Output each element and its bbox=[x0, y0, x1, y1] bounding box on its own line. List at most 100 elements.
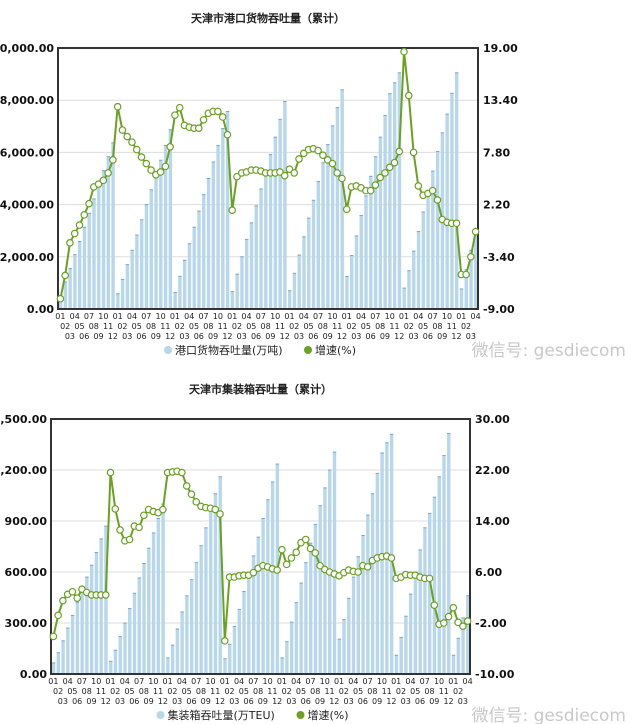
bar bbox=[208, 510, 213, 674]
growth-point bbox=[287, 554, 296, 562]
x-tick-label: 05 bbox=[132, 322, 142, 331]
cargo-throughput-chart: 天津市港口货物吞吐量（累计） 0.00 12,000.00 24,000.00 36,0… bbox=[0, 11, 626, 361]
x-tick-label: 10 bbox=[434, 677, 444, 686]
bar bbox=[144, 204, 149, 309]
growth-point bbox=[182, 482, 191, 490]
x-tick-label: 06 bbox=[72, 697, 82, 706]
growth-point bbox=[385, 163, 394, 172]
x-tick-label: 01 bbox=[48, 677, 58, 686]
growth-point bbox=[223, 130, 232, 139]
bar bbox=[51, 662, 56, 674]
bar bbox=[189, 579, 194, 674]
growth-point bbox=[282, 560, 291, 569]
x-tick-label: 07 bbox=[313, 312, 323, 321]
bar bbox=[173, 292, 177, 309]
plot-frame bbox=[57, 47, 479, 310]
bar bbox=[56, 652, 61, 674]
bar bbox=[428, 513, 432, 674]
bar bbox=[297, 255, 301, 309]
x-tick-label: 03 bbox=[401, 697, 411, 706]
left-axis-tick: 36,000.00 bbox=[0, 146, 54, 159]
bar bbox=[94, 552, 99, 674]
x-tick-label: 05 bbox=[303, 322, 313, 331]
x-tick-label: 11 bbox=[275, 322, 285, 331]
x-tick-label: 06 bbox=[244, 697, 254, 706]
bar bbox=[135, 235, 139, 309]
bar bbox=[202, 194, 206, 309]
x-tick-label: 11 bbox=[218, 322, 228, 331]
growth-point bbox=[463, 617, 472, 625]
bar bbox=[454, 72, 459, 309]
bar bbox=[151, 532, 156, 674]
x-tick-label: 12 bbox=[272, 697, 282, 706]
x-tick-label: 06 bbox=[129, 697, 139, 706]
x-tick-label: 04 bbox=[471, 312, 481, 321]
growth-point bbox=[292, 548, 301, 557]
growth-point bbox=[276, 168, 284, 176]
bar bbox=[450, 93, 454, 310]
right-axis-tick: 13.40 bbox=[483, 94, 518, 107]
x-tick-label: 10 bbox=[213, 312, 223, 321]
bar bbox=[66, 628, 70, 674]
bar bbox=[375, 473, 380, 674]
x-tick-label: 08 bbox=[139, 687, 149, 696]
x-tick-label: 03 bbox=[294, 332, 304, 341]
growth-point bbox=[175, 103, 184, 112]
x-tick-label: 08 bbox=[318, 322, 328, 331]
growth-point bbox=[56, 294, 65, 303]
bar bbox=[311, 200, 316, 309]
x-tick-label: 02 bbox=[346, 322, 356, 331]
growth-point bbox=[249, 568, 258, 577]
x-tick-label: 04 bbox=[120, 677, 130, 686]
bar bbox=[251, 555, 256, 674]
bar bbox=[407, 270, 411, 309]
x-tick-label: 06 bbox=[423, 332, 433, 341]
x-tick-label: 02 bbox=[339, 687, 349, 696]
x-tick-label: 07 bbox=[198, 312, 208, 321]
bar bbox=[180, 611, 184, 674]
x-tick-label: 02 bbox=[167, 687, 177, 696]
growth-point bbox=[75, 221, 84, 229]
x-tick-label: 02 bbox=[117, 322, 127, 331]
bar bbox=[268, 154, 273, 309]
x-tick-label: 01 bbox=[284, 312, 294, 321]
bar bbox=[82, 227, 87, 309]
x-tick-label: 02 bbox=[453, 687, 463, 696]
bar bbox=[392, 82, 397, 309]
x-tick-label: 10 bbox=[148, 677, 158, 686]
bar bbox=[351, 577, 356, 674]
x-tick-label: 03 bbox=[237, 332, 247, 341]
x-tick-label: 01 bbox=[277, 677, 287, 686]
x-tick-label: 01 bbox=[163, 677, 173, 686]
x-tick-label: 10 bbox=[377, 677, 387, 686]
x-tick-label: 10 bbox=[91, 677, 101, 686]
bar bbox=[359, 215, 363, 309]
bar bbox=[256, 537, 261, 674]
bar bbox=[354, 235, 359, 309]
left-axis-tick: 0.00 bbox=[20, 668, 47, 681]
growth-point bbox=[118, 126, 127, 134]
bar bbox=[92, 198, 96, 309]
growth-point bbox=[85, 199, 93, 208]
x-tick-label: 09 bbox=[86, 697, 96, 706]
bar bbox=[70, 615, 75, 674]
right-axis-tick: 19.00 bbox=[483, 42, 518, 55]
bar bbox=[412, 251, 416, 309]
x-tick-label: 08 bbox=[253, 687, 263, 696]
legend-line-swatch bbox=[296, 711, 305, 719]
x-tick-label: 01 bbox=[391, 677, 401, 686]
bar bbox=[404, 616, 408, 674]
growth-point bbox=[273, 566, 281, 574]
growth-point bbox=[99, 176, 108, 185]
bar bbox=[285, 641, 289, 674]
x-tick-label: 12 bbox=[443, 697, 453, 706]
bar bbox=[459, 288, 464, 309]
x-tick-label: 07 bbox=[84, 312, 94, 321]
bar bbox=[125, 264, 130, 309]
x-tick-label: 05 bbox=[189, 322, 199, 331]
x-tick-label: 06 bbox=[194, 332, 204, 341]
x-tick-label: 10 bbox=[442, 312, 452, 321]
bar bbox=[232, 626, 237, 674]
bar bbox=[299, 583, 303, 674]
x-tick-label: 02 bbox=[224, 687, 234, 696]
